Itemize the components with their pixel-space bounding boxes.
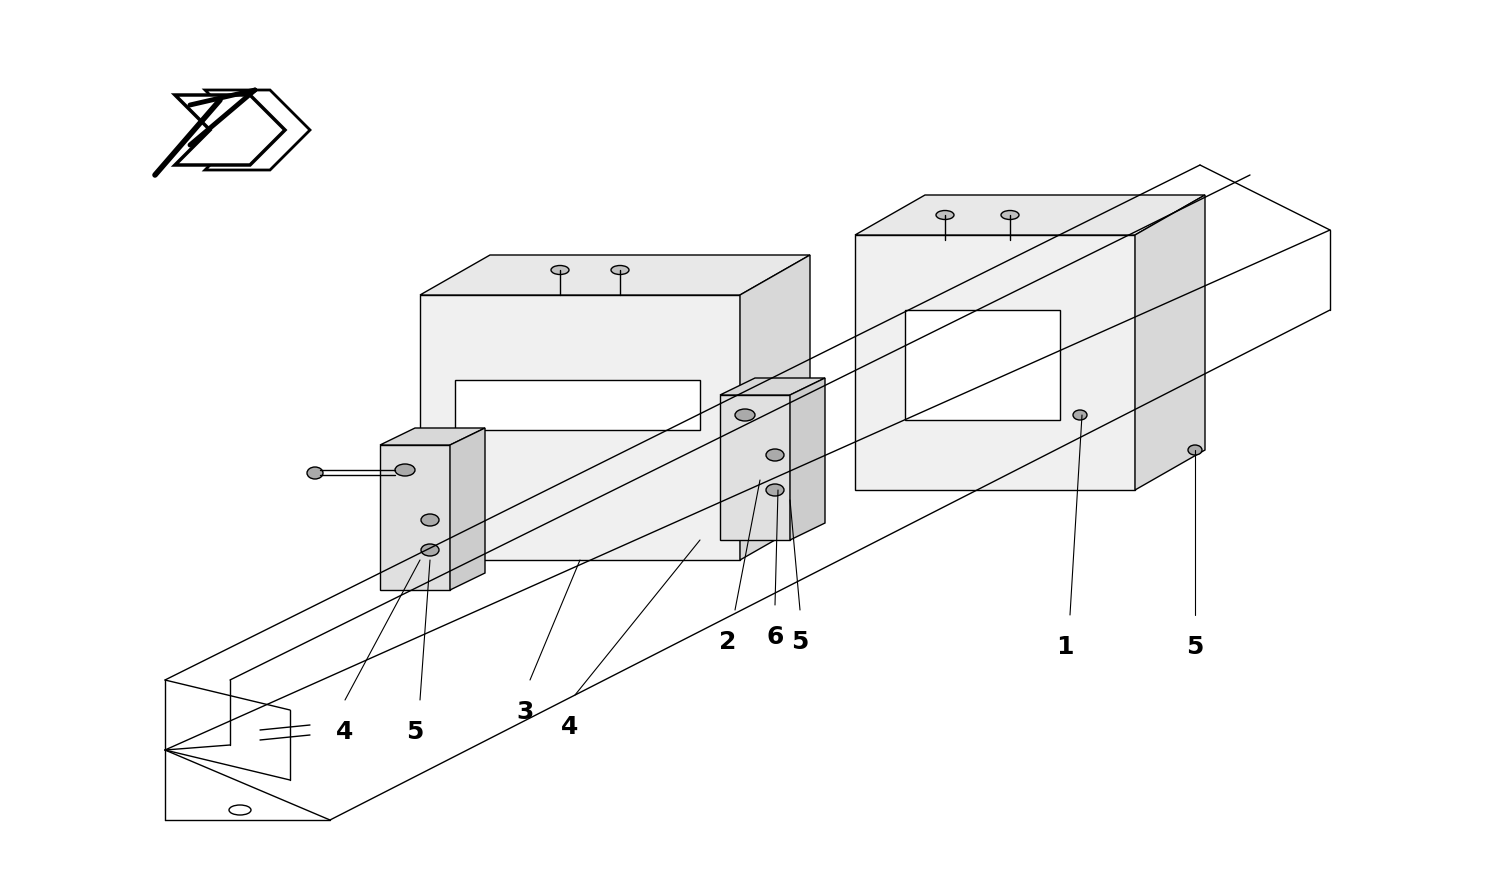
Text: 4: 4	[336, 720, 354, 744]
Ellipse shape	[422, 514, 440, 526]
Text: 5: 5	[792, 630, 808, 654]
Polygon shape	[855, 195, 1204, 235]
Polygon shape	[720, 378, 825, 395]
Polygon shape	[790, 378, 825, 540]
Text: 5: 5	[1186, 635, 1203, 659]
Polygon shape	[904, 310, 1060, 420]
Polygon shape	[1136, 195, 1204, 490]
Polygon shape	[380, 428, 484, 445]
Ellipse shape	[936, 210, 954, 219]
Ellipse shape	[1188, 445, 1202, 455]
Polygon shape	[454, 380, 700, 430]
Polygon shape	[420, 295, 740, 560]
Ellipse shape	[610, 266, 628, 274]
Ellipse shape	[550, 266, 568, 274]
Ellipse shape	[766, 449, 784, 461]
Text: 1: 1	[1056, 635, 1074, 659]
Polygon shape	[176, 95, 285, 165]
Polygon shape	[720, 395, 790, 540]
Ellipse shape	[1072, 410, 1088, 420]
Ellipse shape	[230, 805, 251, 815]
Ellipse shape	[766, 484, 784, 496]
Text: 5: 5	[406, 720, 423, 744]
Polygon shape	[450, 428, 484, 590]
Ellipse shape	[422, 544, 440, 556]
Ellipse shape	[1000, 210, 1018, 219]
Text: 2: 2	[720, 630, 736, 654]
Polygon shape	[740, 255, 810, 560]
Polygon shape	[420, 255, 810, 295]
Text: 4: 4	[561, 715, 579, 739]
Ellipse shape	[308, 467, 322, 479]
Text: 6: 6	[766, 625, 783, 649]
Polygon shape	[380, 445, 450, 590]
Ellipse shape	[394, 464, 416, 476]
Text: 3: 3	[516, 700, 534, 724]
Ellipse shape	[735, 409, 754, 421]
Polygon shape	[206, 90, 310, 170]
Polygon shape	[855, 235, 1136, 490]
